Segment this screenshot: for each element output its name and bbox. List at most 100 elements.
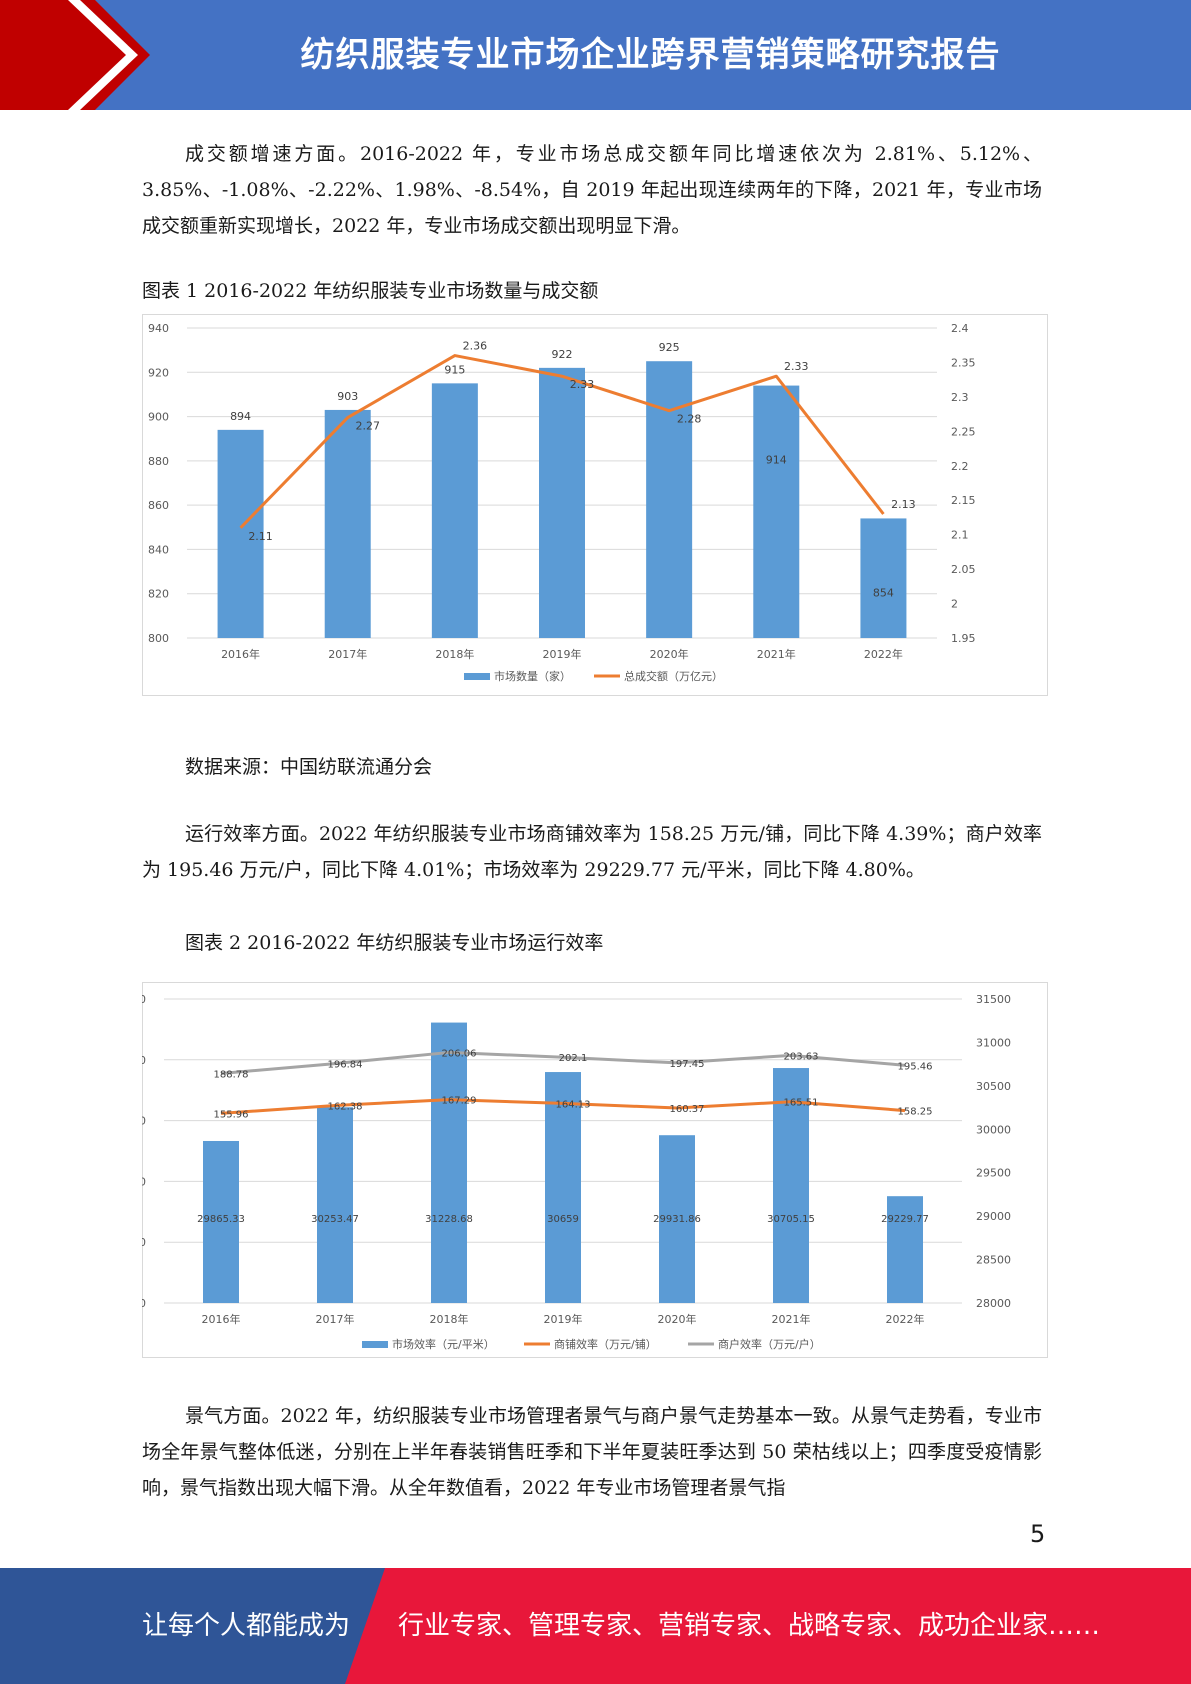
chart2-ytick-label: 100 [142, 1175, 146, 1188]
chart1-bar-data-label: 922 [552, 348, 573, 361]
chart2-bar-data-label: 29229.77 [881, 1214, 929, 1225]
chart2-bar [431, 1022, 467, 1303]
chart2-legend-shop-label: 商铺效率（万元/铺） [554, 1337, 657, 1351]
chart1-line-data-label: 2.13 [891, 498, 916, 511]
chart2-bar-data-label: 30253.47 [311, 1214, 359, 1225]
chart2-xtick-label: 2021年 [772, 1312, 811, 1326]
chart1-bar-data-label: 894 [230, 410, 251, 423]
chart2-ytick-label: 150 [142, 1115, 146, 1128]
chart2-shop-data-label: 162.38 [328, 1102, 363, 1113]
chart2-xtick-label: 2017年 [316, 1312, 355, 1326]
chart1-legend-line-label: 总成交额（万亿元） [624, 669, 723, 683]
chart1-y2tick-label: 2.15 [951, 494, 976, 507]
chart1-ytick-label: 800 [148, 632, 169, 645]
chart1-xtick-label: 2017年 [328, 647, 367, 661]
chart2-y2tick-label: 30000 [976, 1123, 1011, 1136]
chart1-line-1 [239, 354, 885, 529]
chart1-ytick-label: 880 [148, 455, 169, 468]
paragraph-efficiency: 运行效率方面。2022 年纺织服装专业市场商铺效率为 158.25 万元/铺，同… [142, 823, 1042, 881]
chart2-ytick-label: 250 [142, 993, 146, 1006]
page-number: 5 [1030, 1520, 1046, 1548]
chart2-shop-data-label: 158.25 [898, 1107, 933, 1118]
chart2-merchant-data-label: 197.45 [670, 1059, 705, 1070]
chart1-xtick-label: 2021年 [757, 647, 796, 661]
chart1-ytick-label: 920 [148, 366, 169, 379]
chart1-line-data-label: 2.27 [355, 420, 380, 433]
chart2-bar [203, 1140, 239, 1303]
chart1-bar-data-label: 903 [337, 390, 358, 403]
chart1-xtick-label: 2020年 [650, 647, 689, 661]
chart2-line-2 [220, 1050, 906, 1075]
chart2-legend-merchant-label: 商户效率（万元/户） [718, 1337, 821, 1351]
chart2-shop-data-label: 165.51 [784, 1098, 819, 1109]
chart2-y2tick-label: 28000 [976, 1297, 1011, 1310]
chart2-bar [773, 1068, 809, 1303]
page-header: 纺织服装专业市场企业跨界营销策略研究报告 [0, 0, 1191, 110]
footer-slogan-right: 行业专家、管理专家、营销专家、战略专家、成功企业家…… [398, 1611, 1101, 1641]
chart2-y2tick-label: 29500 [976, 1167, 1011, 1180]
chart2-xtick-label: 2020年 [658, 1312, 697, 1326]
chart2-merchant-data-label: 203.63 [784, 1051, 819, 1062]
chart2-bar [545, 1072, 581, 1303]
chart1-caption: 图表 1 2016-2022 年纺织服装专业市场数量与成交额 [142, 280, 599, 302]
chart1-line-data-label: 2.36 [463, 340, 488, 353]
chart1-y2tick-label: 2.05 [951, 563, 976, 576]
data-source: 数据来源：中国纺联流通分会 [185, 756, 433, 778]
chart1-bar [753, 385, 800, 638]
chart2-merchant-data-label: 206.06 [442, 1048, 477, 1059]
chart1-y2tick-label: 2.35 [951, 356, 976, 369]
chart2-merchant-data-label: 196.84 [328, 1060, 363, 1071]
chart2-bar-data-label: 29931.86 [653, 1214, 701, 1225]
chart1-y2tick-label: 2.4 [951, 322, 969, 335]
chart2-ytick-label: 0 [142, 1297, 146, 1310]
chart2-bar-data-label: 30659 [547, 1214, 579, 1225]
chart2-operating-efficiency: 250 200 150 100 50 0 31500 31000 30500 30000 29500… [142, 982, 1048, 1358]
chart2-legend-bar-label: 市场效率（元/平米） [392, 1337, 495, 1351]
chart1-bar [431, 383, 478, 638]
chart1-line-data-label: 2.33 [570, 378, 595, 391]
chart2-ytick-label: 50 [142, 1236, 146, 1249]
chart2-xtick-label: 2019年 [544, 1312, 583, 1326]
chart1-y2tick-label: 2.1 [951, 529, 969, 542]
chart2-bar-data-label: 31228.68 [425, 1214, 473, 1225]
chart2-shop-data-label: 164.13 [556, 1099, 591, 1110]
chart1-bar-data-label: 915 [444, 363, 465, 376]
chart2-y2tick-label: 31000 [976, 1036, 1011, 1049]
paragraph-transaction-growth: 成交额增速方面。2016-2022 年，专业市场总成交额年同比增速依次为 2.8… [142, 143, 1042, 237]
chart1-line-data-label: 2.11 [248, 530, 272, 543]
chart1-y2tick-label: 2.3 [951, 391, 969, 404]
chart1-ytick-label: 860 [148, 499, 169, 512]
chart2-y2tick-label: 29000 [976, 1210, 1011, 1223]
chart1-y2tick-label: 2.2 [951, 460, 969, 473]
footer-slogan-left: 让每个人都能成为 [142, 1611, 351, 1641]
chart2-bar [887, 1196, 923, 1303]
chart2-ytick-label: 200 [142, 1054, 146, 1067]
chart1-bar [217, 429, 264, 638]
chart1-ytick-label: 940 [148, 322, 169, 335]
chart2-y2tick-label: 31500 [976, 993, 1011, 1006]
footer-background [0, 1568, 1191, 1684]
chart1-bar-data-label: 914 [766, 454, 787, 467]
chart1-legend-bar-swatch [464, 673, 490, 680]
chart1-bar [324, 409, 371, 638]
chart1-y2tick-label: 1.95 [951, 632, 976, 645]
header-arrow-decoration [0, 0, 150, 110]
chart1-ytick-label: 820 [148, 588, 169, 601]
chart1-xtick-label: 2018年 [435, 647, 474, 661]
chart1-xtick-label: 2016年 [221, 647, 260, 661]
chart2-svg: 250 200 150 100 50 0 31500 31000 30500 30000 29500… [142, 982, 1048, 1358]
chart2-y2tick-label: 30500 [976, 1080, 1011, 1093]
chart2-bar-data-label: 30705.15 [767, 1214, 815, 1225]
chart1-market-count-and-turnover: 940 920 900 880 860 840 820 800 2.4 2.35 2.3 2.25 2.… [142, 314, 1048, 696]
paragraph-sentiment: 景气方面。2022 年，纺织服装专业市场管理者景气与商户景气走势基本一致。从景气… [142, 1405, 1042, 1499]
chart2-y2tick-label: 28500 [976, 1254, 1011, 1267]
chart1-bar [646, 361, 693, 638]
chart2-merchant-data-label: 195.46 [898, 1061, 933, 1072]
chart2-merchant-data-label: 202.1 [559, 1053, 588, 1064]
chart1-xtick-label: 2019年 [543, 647, 582, 661]
chart2-xtick-label: 2022年 [886, 1312, 925, 1326]
chart2-line-1 [220, 1098, 906, 1115]
page-footer: 让每个人都能成为 行业专家、管理专家、营销专家、战略专家、成功企业家…… [0, 1568, 1191, 1684]
chart1-legend-bar-label: 市场数量（家） [494, 669, 571, 683]
chart2-caption: 图表 2 2016-2022 年纺织服装专业市场运行效率 [185, 932, 604, 954]
